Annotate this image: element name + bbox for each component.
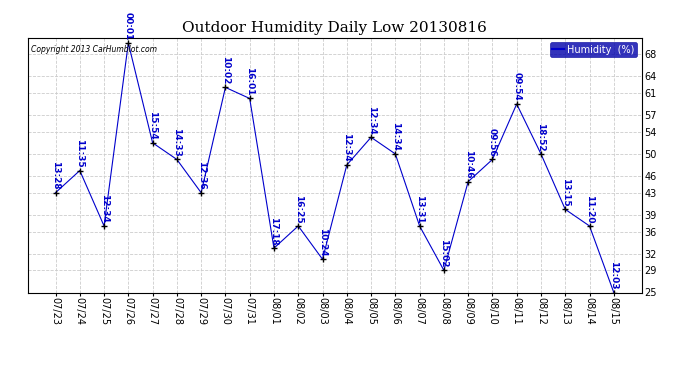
Text: 11:20: 11:20 (585, 195, 594, 223)
Legend: Humidity  (%): Humidity (%) (550, 42, 637, 57)
Text: 18:52: 18:52 (536, 123, 546, 151)
Text: 12:03: 12:03 (609, 261, 618, 290)
Title: Outdoor Humidity Daily Low 20130816: Outdoor Humidity Daily Low 20130816 (182, 21, 487, 35)
Text: 16:25: 16:25 (294, 195, 303, 223)
Text: 10:24: 10:24 (318, 228, 327, 256)
Text: 09:54: 09:54 (512, 72, 521, 101)
Text: 00:01: 00:01 (124, 12, 133, 40)
Text: 14:34: 14:34 (391, 122, 400, 151)
Text: 15:02: 15:02 (440, 239, 449, 267)
Text: Copyright 2013 CarHumblot.com: Copyright 2013 CarHumblot.com (30, 45, 157, 54)
Text: 12:34: 12:34 (99, 195, 108, 223)
Text: 12:36: 12:36 (197, 161, 206, 190)
Text: 17:18: 17:18 (270, 217, 279, 245)
Text: 11:35: 11:35 (75, 139, 84, 168)
Text: 14:33: 14:33 (172, 128, 181, 157)
Text: 13:28: 13:28 (51, 161, 60, 190)
Text: 10:46: 10:46 (464, 150, 473, 179)
Text: 10:02: 10:02 (221, 56, 230, 85)
Text: 15:54: 15:54 (148, 111, 157, 140)
Text: 16:01: 16:01 (245, 67, 254, 96)
Text: 12:34: 12:34 (342, 134, 351, 162)
Text: 12:34: 12:34 (366, 106, 375, 135)
Text: 09:56: 09:56 (488, 128, 497, 157)
Text: 13:15: 13:15 (561, 178, 570, 207)
Text: 13:31: 13:31 (415, 195, 424, 223)
